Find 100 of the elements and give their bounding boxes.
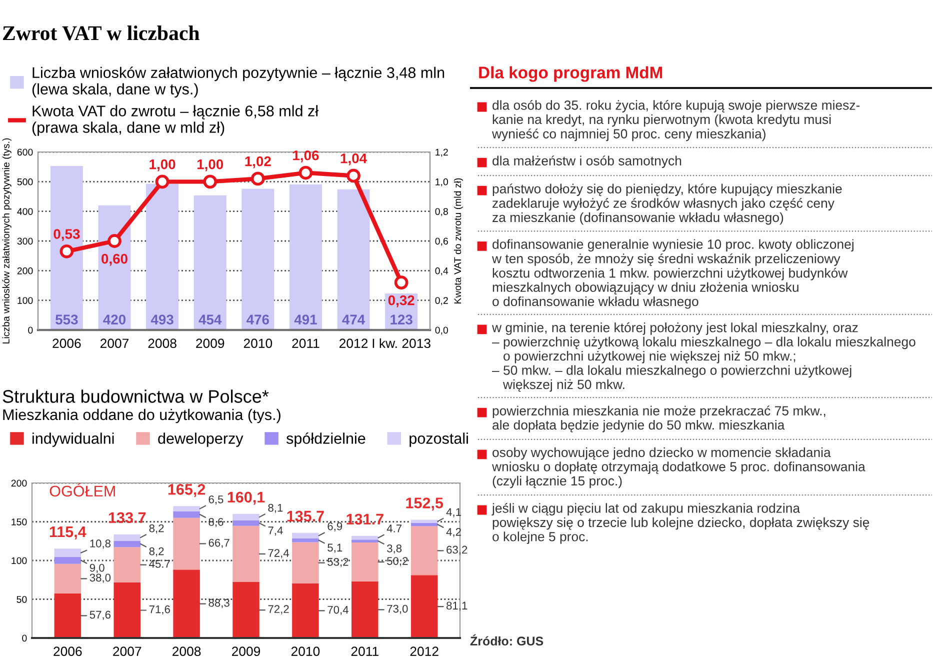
bar <box>242 188 274 330</box>
data-label: 3,8 <box>387 544 402 554</box>
bar <box>173 506 200 512</box>
point <box>394 276 408 290</box>
chart-title: Struktura budownictwa w Polsce* <box>2 390 269 403</box>
chart-subtitle: Mieszkania oddane do użytkowania (tys.) <box>3 408 280 424</box>
data-label: 88,3 <box>208 598 230 608</box>
text: jeśli w ciągu pięciu lat od zakupu mieszkania rodzina powiększy się o trzecie lub kolejne dziecko, dopłata zwiększy się o kolejne 5 proc. <box>492 503 870 544</box>
data-label: 123 <box>390 314 412 324</box>
x-tick-label: 2010 <box>244 338 272 348</box>
legend-label: deweloperzy <box>158 432 244 447</box>
data-label: 63,2 <box>446 546 468 555</box>
y2-tick-label: 0,4 <box>435 267 448 276</box>
point <box>298 166 313 180</box>
data-label: 1,06 <box>293 150 319 162</box>
y2-axis-title: Kwota VAT do zwrotu (mld zł) <box>454 178 463 304</box>
data-label: 8,6 <box>208 518 224 528</box>
data-label: 474 <box>342 314 366 324</box>
y-tick-label: 200 <box>11 480 27 487</box>
bar <box>98 205 131 330</box>
data-label: 4,2 <box>446 528 461 538</box>
data-label: 8,1 <box>268 504 283 514</box>
bar <box>410 522 438 526</box>
bar <box>232 520 260 526</box>
bar <box>292 583 319 638</box>
data-label: 1,00 <box>150 159 176 172</box>
x-tick-label: 2007 <box>100 338 129 348</box>
legend-label: Liczba wniosków załatwionych pozytywnie – łącznie 3,48 mln (lewa skala, dane w tys.) <box>32 66 444 98</box>
data-label: 6,9 <box>328 522 342 532</box>
text: dla osób do 35. roku życia, które kupują swoje pierwsze miesz- kanie na kredyt, na rynku pierwotnym (kwota kredytu musi wynieść co najmniej 50 proc. ceny mieszkania) <box>492 100 860 142</box>
annotation: 165,2 <box>168 484 206 498</box>
data-label: 454 <box>198 314 222 324</box>
data-label: 8,2 <box>149 524 164 534</box>
bar <box>352 581 378 638</box>
legend-label: pozostali <box>410 432 468 447</box>
y-tick-label: 200 <box>17 267 33 274</box>
annotation: 133.7 <box>108 512 146 524</box>
x-tick-label: 2009 <box>196 338 224 348</box>
text: Źródło: GUS <box>470 634 544 646</box>
point <box>60 244 74 258</box>
data-label: 57,6 <box>90 610 111 620</box>
bar <box>114 534 140 541</box>
y-tick-label: 600 <box>17 148 33 156</box>
y-tick-label: 0 <box>22 634 27 642</box>
y-tick-label: 0 <box>28 326 33 334</box>
annotation: 135.7 <box>287 510 324 522</box>
x-tick-label: 2010 <box>291 646 320 656</box>
annotation: 152,5 <box>406 498 444 511</box>
data-label: 9,0 <box>90 564 104 574</box>
data-label: 71,6 <box>149 605 170 615</box>
data-label: 8,2 <box>149 547 164 557</box>
bar <box>232 526 260 582</box>
legend-label: spółdzielnie <box>286 432 366 447</box>
chart-title: Zwrot VAT w liczbach <box>2 26 200 40</box>
text: powierzchnia mieszkania nie może przekraczać 75 mkw., ale dopłata będzie jedynie do 50 mkw. mieszkania <box>492 406 826 432</box>
y2-tick-label: 0,8 <box>435 208 448 216</box>
data-label: 38,0 <box>90 574 111 583</box>
text: Dla kogo program MdM <box>479 66 662 82</box>
data-label: 5,1 <box>328 544 342 553</box>
y-tick-label: 100 <box>18 297 33 304</box>
data-label: 1,00 <box>197 159 224 172</box>
data-label: 1,02 <box>245 156 271 168</box>
bar <box>54 593 82 638</box>
annotation: 131.7 <box>346 514 384 525</box>
data-label: 0,32 <box>388 295 414 308</box>
data-label: 420 <box>103 314 126 324</box>
data-label: 10,8 <box>90 540 111 549</box>
bar <box>232 514 260 520</box>
data-label: 476 <box>246 314 269 324</box>
data-label: 6,5 <box>208 495 224 505</box>
x-tick-label: 2012 <box>340 338 368 348</box>
x-tick-label: 2006 <box>52 338 81 348</box>
annotation: 115,4 <box>50 526 86 540</box>
bar <box>194 195 226 330</box>
data-label: 7,4 <box>268 526 283 536</box>
bar <box>292 542 319 584</box>
data-label: 66,7 <box>208 538 230 548</box>
data-label: 50,2 <box>387 557 408 566</box>
point <box>346 168 360 183</box>
data-label: 45.7 <box>149 560 170 568</box>
point <box>155 174 170 189</box>
y-tick-label: 400 <box>17 208 33 215</box>
text: w gminie, na terenie której położony jest lokal mieszkalny, oraz – powierzchnię użytkową lokalu mieszkalnego – dla lokalu mieszkalnego o powierzchni użytkowej nie większej niż 50 mkw.; – 50 mkw. – dla lokalu mieszkalnego o powierzchni użytkowej większej niż 50 mkw. <box>492 322 916 392</box>
bar <box>410 520 438 523</box>
y2-tick-label: 0,0 <box>435 326 448 335</box>
point <box>203 174 218 189</box>
data-label: 493 <box>150 314 174 324</box>
bar <box>352 536 378 540</box>
data-label: 81,1 <box>446 602 468 611</box>
data-label: 70,4 <box>328 606 348 616</box>
text: osoby wychowujące jedno dziecko w momencie składania wniosku o dopłatę otrzymają dodatkowe 5 proc. dofinansowania (czyli łącznie 15 proc.) <box>492 447 866 488</box>
point <box>108 234 122 248</box>
point <box>250 172 265 186</box>
data-label: 4,1 <box>446 508 461 518</box>
data-label: 4.7 <box>386 524 402 532</box>
bar <box>173 570 200 638</box>
y-tick-label: 500 <box>17 178 33 186</box>
bar <box>50 166 83 330</box>
y-tick-label: 50 <box>16 596 27 603</box>
bar <box>410 575 438 638</box>
